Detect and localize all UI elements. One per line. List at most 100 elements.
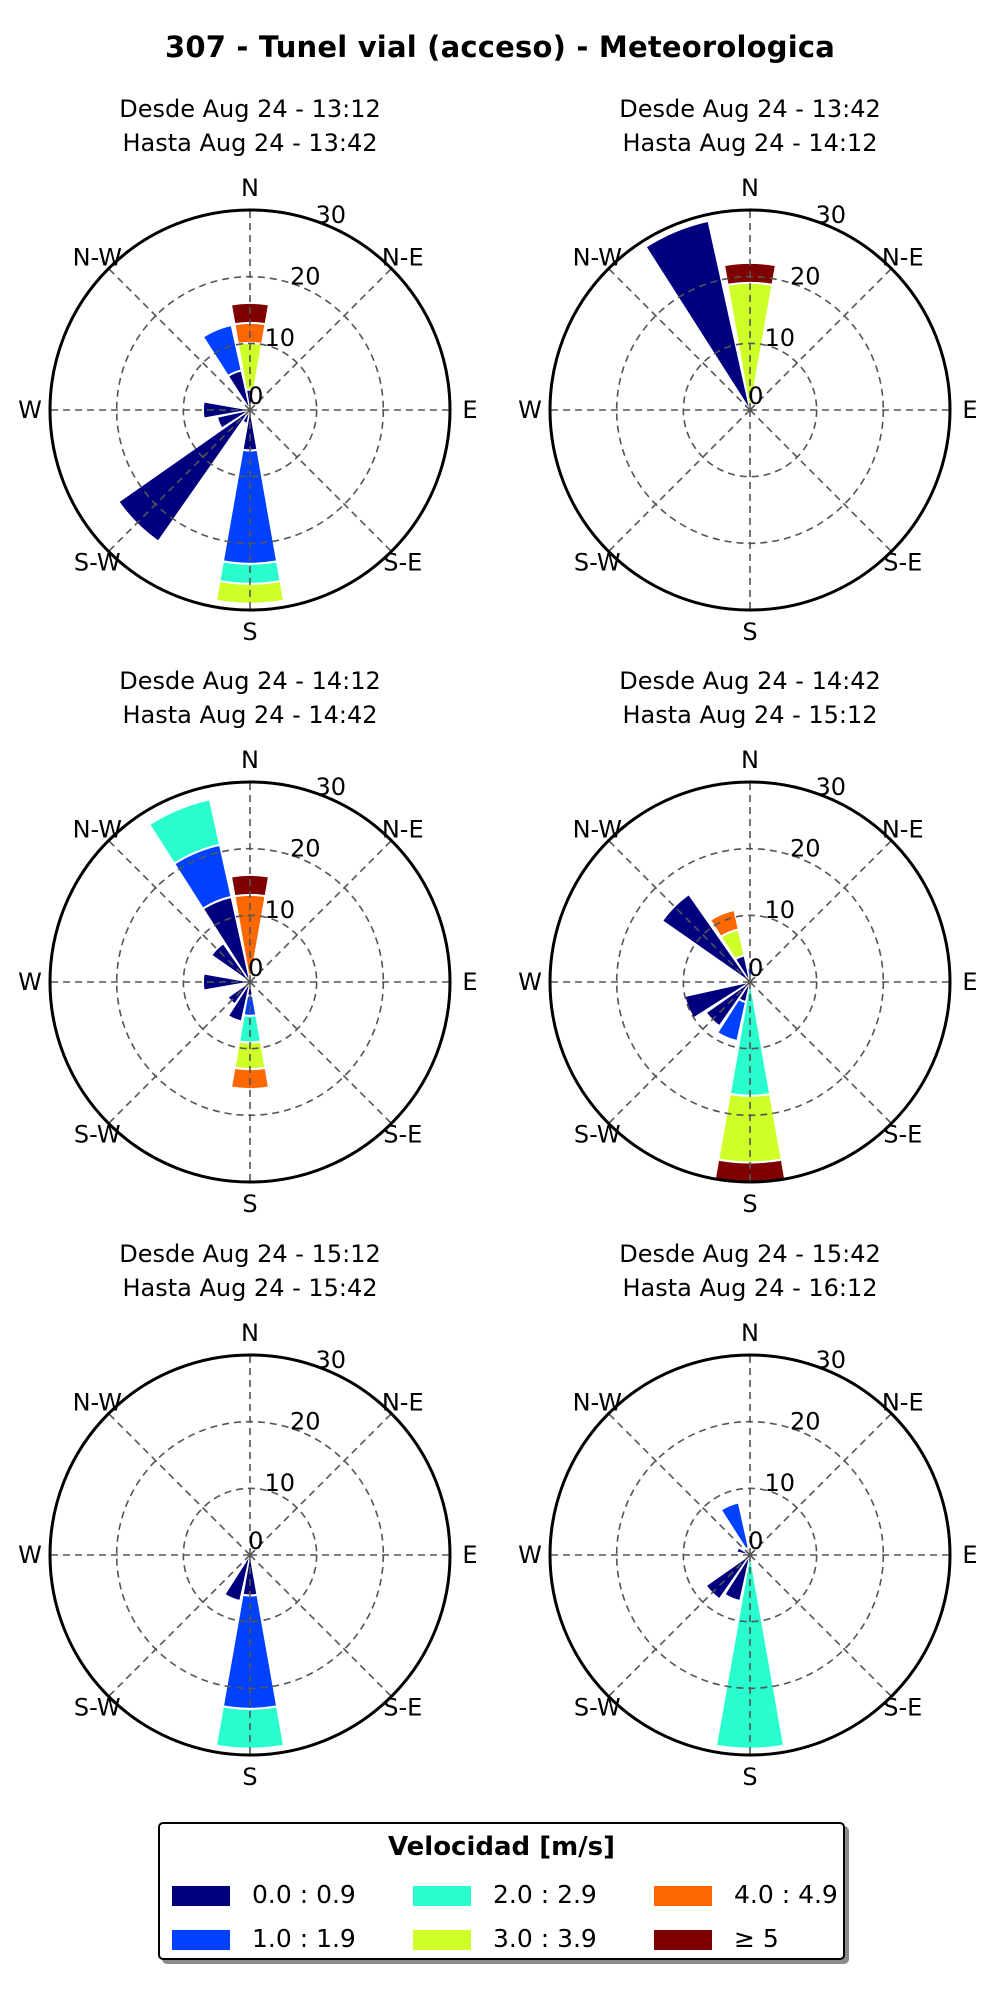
- direction-label-n: N: [241, 1319, 259, 1347]
- legend-swatch: [413, 1886, 471, 1906]
- direction-label-n: N: [741, 174, 759, 202]
- windrose-bar: [245, 389, 255, 411]
- windrose-bar: [227, 370, 251, 411]
- windrose-panel: Desde Aug 24 - 14:42 Hasta Aug 24 - 15:1…: [500, 572, 1000, 1218]
- windrose-panel: Desde Aug 24 - 15:42 Hasta Aug 24 - 16:1…: [500, 1145, 1000, 1791]
- ring-label: 30: [815, 773, 846, 801]
- panel-title: Desde Aug 24 - 13:42 Hasta Aug 24 - 14:1…: [500, 92, 1000, 160]
- windrose-bar: [224, 1554, 251, 1602]
- windrose-bar: [202, 973, 251, 991]
- radial-gridline: [249, 268, 392, 411]
- windrose-panel: Desde Aug 24 - 13:42 Hasta Aug 24 - 14:1…: [500, 0, 1000, 646]
- panel-title-from: Desde Aug 24 - 15:12: [119, 1240, 381, 1268]
- direction-label-s: S: [242, 1763, 257, 1791]
- ring-label: 0: [748, 954, 763, 982]
- panel-title: Desde Aug 24 - 14:42 Hasta Aug 24 - 15:1…: [500, 664, 1000, 732]
- windrose-bar: [227, 981, 251, 1022]
- direction-label-n-w: N-W: [73, 815, 122, 843]
- direction-label-s-e: S-E: [883, 549, 922, 577]
- radial-gridline: [749, 981, 892, 1124]
- panel-title-from: Desde Aug 24 - 14:42: [619, 667, 881, 695]
- radial-gridline: [249, 1554, 392, 1697]
- windrose-bar: [734, 955, 751, 983]
- direction-label-n-e: N-E: [882, 815, 924, 843]
- legend-swatch: [172, 1930, 230, 1950]
- legend-swatch: [654, 1886, 712, 1906]
- direction-label-n-e: N-E: [382, 815, 424, 843]
- ring-label: 0: [248, 1527, 263, 1555]
- ring-gridline: [682, 914, 818, 1050]
- windrose-bar: [202, 324, 242, 377]
- radial-gridline: [108, 268, 251, 411]
- windrose-plot: N N-E E S-E S S-W W N-W 0 10 20 30: [18, 746, 477, 1218]
- direction-label-s: S: [742, 618, 757, 646]
- windrose-plot: N N-E E S-E S S-W W N-W 0 10 20 30: [518, 1319, 977, 1791]
- direction-label-n-e: N-E: [382, 1388, 424, 1416]
- windrose-bar: [216, 409, 251, 429]
- ring-gridline: [615, 1420, 885, 1690]
- legend-label: 2.0 : 2.9: [493, 1880, 597, 1909]
- panel-title-to: Hasta Aug 24 - 15:42: [122, 1274, 378, 1302]
- ring-label: 10: [264, 896, 295, 924]
- windrose-bar: [738, 981, 751, 1003]
- direction-label-s-w: S-W: [74, 549, 121, 577]
- outer-ring: [548, 1353, 952, 1757]
- ring-label: 0: [248, 954, 263, 982]
- direction-label-s-e: S-E: [383, 549, 422, 577]
- radial-gridline: [749, 409, 892, 552]
- windrose-panel: Desde Aug 24 - 13:12 Hasta Aug 24 - 13:4…: [0, 0, 500, 646]
- ring-label: 20: [290, 263, 321, 291]
- direction-label-s: S: [742, 1190, 757, 1218]
- direction-label-n: N: [741, 1319, 759, 1347]
- ring-label: 10: [264, 324, 295, 352]
- ring-gridline: [115, 1420, 385, 1690]
- windrose-bar: [724, 1554, 751, 1602]
- legend: Velocidad [m/s] 0.0 : 0.9 1.0 : 1.9 2.0 …: [158, 1822, 845, 1960]
- direction-label-s: S: [742, 1763, 757, 1791]
- panel-title-to: Hasta Aug 24 - 15:12: [622, 701, 878, 729]
- ring-label: 10: [764, 324, 795, 352]
- radial-gridline: [249, 409, 392, 552]
- direction-label-n-e: N-E: [382, 243, 424, 271]
- radial-gridline: [249, 1413, 392, 1556]
- panel-title-from: Desde Aug 24 - 13:12: [119, 95, 381, 123]
- legend-title: Velocidad [m/s]: [387, 1832, 616, 1862]
- legend-label: ≥ 5: [734, 1924, 779, 1953]
- direction-label-s-e: S-E: [883, 1121, 922, 1149]
- direction-label-w: W: [518, 1541, 542, 1569]
- direction-label-n: N: [741, 746, 759, 774]
- ring-label: 20: [290, 1408, 321, 1436]
- legend-label: 3.0 : 3.9: [493, 1924, 597, 1953]
- direction-label-w: W: [18, 968, 42, 996]
- direction-label-s-e: S-E: [883, 1694, 922, 1722]
- ring-label: 20: [790, 1408, 821, 1436]
- panel-title-to: Hasta Aug 24 - 14:12: [622, 129, 878, 157]
- direction-label-e: E: [462, 968, 477, 996]
- direction-label-s: S: [242, 618, 257, 646]
- direction-label-n: N: [241, 174, 259, 202]
- windrose-bar: [243, 995, 257, 1016]
- radial-gridline: [608, 268, 751, 411]
- windrose-panel: Desde Aug 24 - 15:12 Hasta Aug 24 - 15:4…: [0, 1145, 500, 1791]
- direction-label-n-w: N-W: [573, 815, 622, 843]
- ring-label: 10: [764, 1469, 795, 1497]
- direction-label-s-w: S-W: [574, 1694, 621, 1722]
- ring-gridline: [115, 847, 385, 1117]
- direction-label-n-w: N-W: [573, 1388, 622, 1416]
- direction-label-n-w: N-W: [73, 243, 122, 271]
- radial-gridline: [108, 981, 251, 1124]
- ring-gridline: [115, 275, 385, 545]
- legend-swatch: [654, 1930, 712, 1950]
- radial-gridline: [108, 1413, 251, 1556]
- direction-label-s-w: S-W: [74, 1694, 121, 1722]
- ring-gridline: [182, 914, 318, 1050]
- panel-title: Desde Aug 24 - 14:12 Hasta Aug 24 - 14:4…: [0, 664, 500, 732]
- ring-gridline: [682, 1487, 818, 1623]
- ring-label: 0: [748, 382, 763, 410]
- ring-label: 20: [790, 263, 821, 291]
- legend-swatch: [413, 1930, 471, 1950]
- panel-title-to: Hasta Aug 24 - 16:12: [622, 1274, 878, 1302]
- radial-gridline: [249, 981, 392, 1124]
- direction-label-w: W: [518, 396, 542, 424]
